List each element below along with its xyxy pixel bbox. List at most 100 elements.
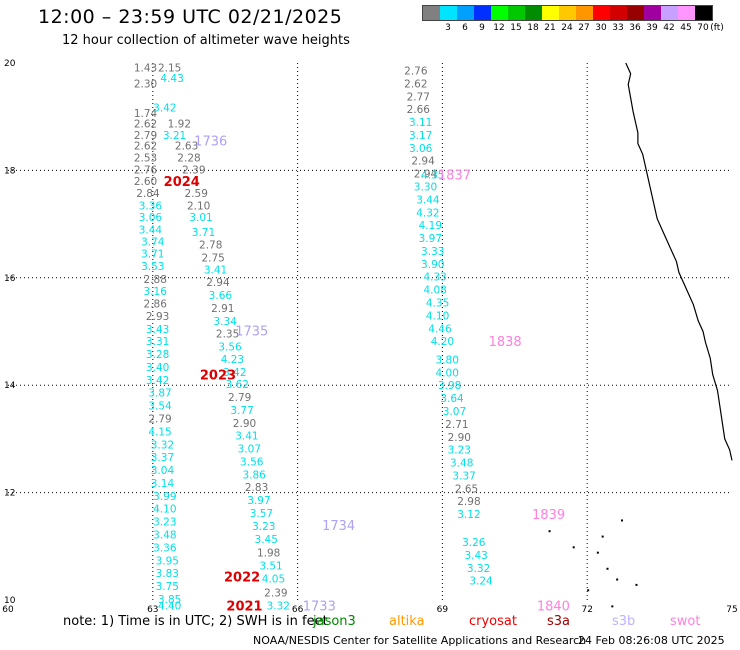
wave-height-value: 2.15 <box>158 62 181 74</box>
legend-color-bar <box>422 5 713 21</box>
wave-height-value: 3.45 <box>255 534 278 546</box>
wave-height-value: 3.56 <box>218 342 242 354</box>
x-tick-label: 60 <box>2 605 14 615</box>
wave-height-value: 4.35 <box>426 298 449 310</box>
wave-height-value: 3.48 <box>450 458 473 470</box>
coastline <box>625 62 733 461</box>
wave-height-value: 2.65 <box>455 483 478 495</box>
wave-height-value: 3.40 <box>146 362 169 374</box>
wave-height-value: 3.31 <box>146 336 169 348</box>
island-marker <box>548 530 551 533</box>
wave-height-value: 3.85 <box>158 594 181 606</box>
island-marker <box>611 605 614 608</box>
wave-height-value: 4.43 <box>160 73 183 85</box>
wave-height-value: 3.32 <box>467 563 490 575</box>
legend-swatch <box>661 6 678 20</box>
wave-height-value: 1.43 <box>134 62 157 74</box>
wave-height-value: 2.35 <box>216 329 239 341</box>
wave-height-value: 2.53 <box>134 153 157 165</box>
y-tick-label: 14 <box>4 381 16 391</box>
wave-height-value: 1.92 <box>168 119 191 131</box>
legend-swatch <box>678 6 695 20</box>
legend-swatch <box>627 6 644 20</box>
satellite-swot: swot <box>670 614 701 629</box>
wave-height-value: 4.23 <box>221 354 244 366</box>
x-tick-label: 63 <box>147 605 158 615</box>
wave-height-value: 3.71 <box>141 249 164 261</box>
wave-height-value: 3.41 <box>235 431 258 443</box>
wave-height-value: 3.87 <box>148 388 171 400</box>
legend-label: 39 <box>646 23 658 33</box>
legend-label: 27 <box>578 23 590 33</box>
wave-height-value: 2.94 <box>414 169 438 181</box>
wave-height-value: 3.75 <box>156 581 179 593</box>
generated-timestamp: 24 Feb 08:26:08 UTC 2025 <box>578 634 725 647</box>
wave-height-value: 3.77 <box>230 405 253 417</box>
island-marker <box>587 589 590 592</box>
wave-height-value: 2.79 <box>134 130 157 142</box>
legend-label: 45 <box>680 23 692 33</box>
wave-height-value: 2.39 <box>264 587 287 599</box>
y-tick-label: 16 <box>4 274 16 284</box>
wave-height-value: 2.76 <box>134 164 158 176</box>
legend-label: 3 <box>445 23 451 33</box>
legend-swatch <box>644 6 661 20</box>
wave-height-value: 3.06 <box>409 143 433 155</box>
wave-height-value: 3.95 <box>156 555 179 567</box>
wave-height-value: 2.84 <box>136 188 160 200</box>
wave-height-value: 3.30 <box>414 182 437 194</box>
wave-height-value: 3.23 <box>448 445 471 457</box>
wave-height-value: 3.04 <box>151 465 175 477</box>
wave-height-value: 3.43 <box>464 550 487 562</box>
footer-note: note: 1) Time is in UTC; 2) SWH is in fe… <box>63 614 328 629</box>
legend-label: 24 <box>561 23 573 33</box>
wave-height-value: 3.42 <box>146 375 169 387</box>
wave-height-value: 4.00 <box>436 367 459 379</box>
legend-label: 12 <box>493 23 505 33</box>
legend-swatch <box>542 6 559 20</box>
wave-height-value: 3.06 <box>139 212 163 224</box>
legend-swatch <box>457 6 474 20</box>
wave-height-value: 3.34 <box>214 316 238 328</box>
legend-swatch <box>474 6 491 20</box>
pass-label: 1840 <box>537 599 570 614</box>
wave-height-value: 3.98 <box>438 380 461 392</box>
wave-height-value: 4.08 <box>423 285 446 297</box>
wave-height-value: 3.97 <box>247 495 270 507</box>
wave-height-value: 3.99 <box>153 491 176 503</box>
wave-height-value: 3.64 <box>440 393 464 405</box>
wave-height-value: 3.80 <box>436 354 459 366</box>
legend-swatch <box>576 6 593 20</box>
legend-swatch <box>559 6 576 20</box>
wave-height-value: 2.28 <box>177 153 200 165</box>
wave-height-value: 3.42 <box>153 103 176 115</box>
wave-height-value: 4.10 <box>426 310 449 322</box>
credit-line: NOAA/NESDIS Center for Satellite Applica… <box>253 634 587 647</box>
island-marker <box>606 567 609 570</box>
wave-height-value: 3.21 <box>163 130 186 142</box>
wave-height-value: 2.91 <box>211 303 234 315</box>
wave-height-value: 3.36 <box>153 542 177 554</box>
wave-height-value: 3.37 <box>452 470 475 482</box>
map-title: 12:00 – 23:59 UTC 02/21/2025 <box>38 6 343 28</box>
island-marker <box>596 551 599 554</box>
wave-height-value: 2.71 <box>445 419 468 431</box>
x-tick-label: 66 <box>292 605 304 615</box>
legend-label: 6 <box>462 23 468 33</box>
wave-height-value: 3.12 <box>457 509 480 521</box>
wave-height-value: 3.62 <box>226 379 249 391</box>
legend-label: 21 <box>544 23 556 33</box>
wave-height-value: 2.62 <box>404 78 427 90</box>
wave-height-value: 1.74 <box>134 108 158 120</box>
wave-height-legend: 3 6 9 12 15 18 21 24 27 30 33 36 39 42 45 70 (ft) <box>422 5 724 35</box>
pass-label: 1735 <box>235 324 268 339</box>
wave-height-value: 3.11 <box>409 117 432 129</box>
y-tick-label: 18 <box>4 166 16 176</box>
map-subtitle: 12 hour collection of altimeter wave hei… <box>62 33 350 48</box>
wave-height-value: 2.94 <box>411 156 435 168</box>
y-tick-label: 20 <box>4 59 16 69</box>
wave-height-value: 3.16 <box>144 286 168 298</box>
legend-swatch <box>695 6 712 20</box>
legend-label: 70 <box>697 23 709 33</box>
legend-swatch <box>610 6 627 20</box>
